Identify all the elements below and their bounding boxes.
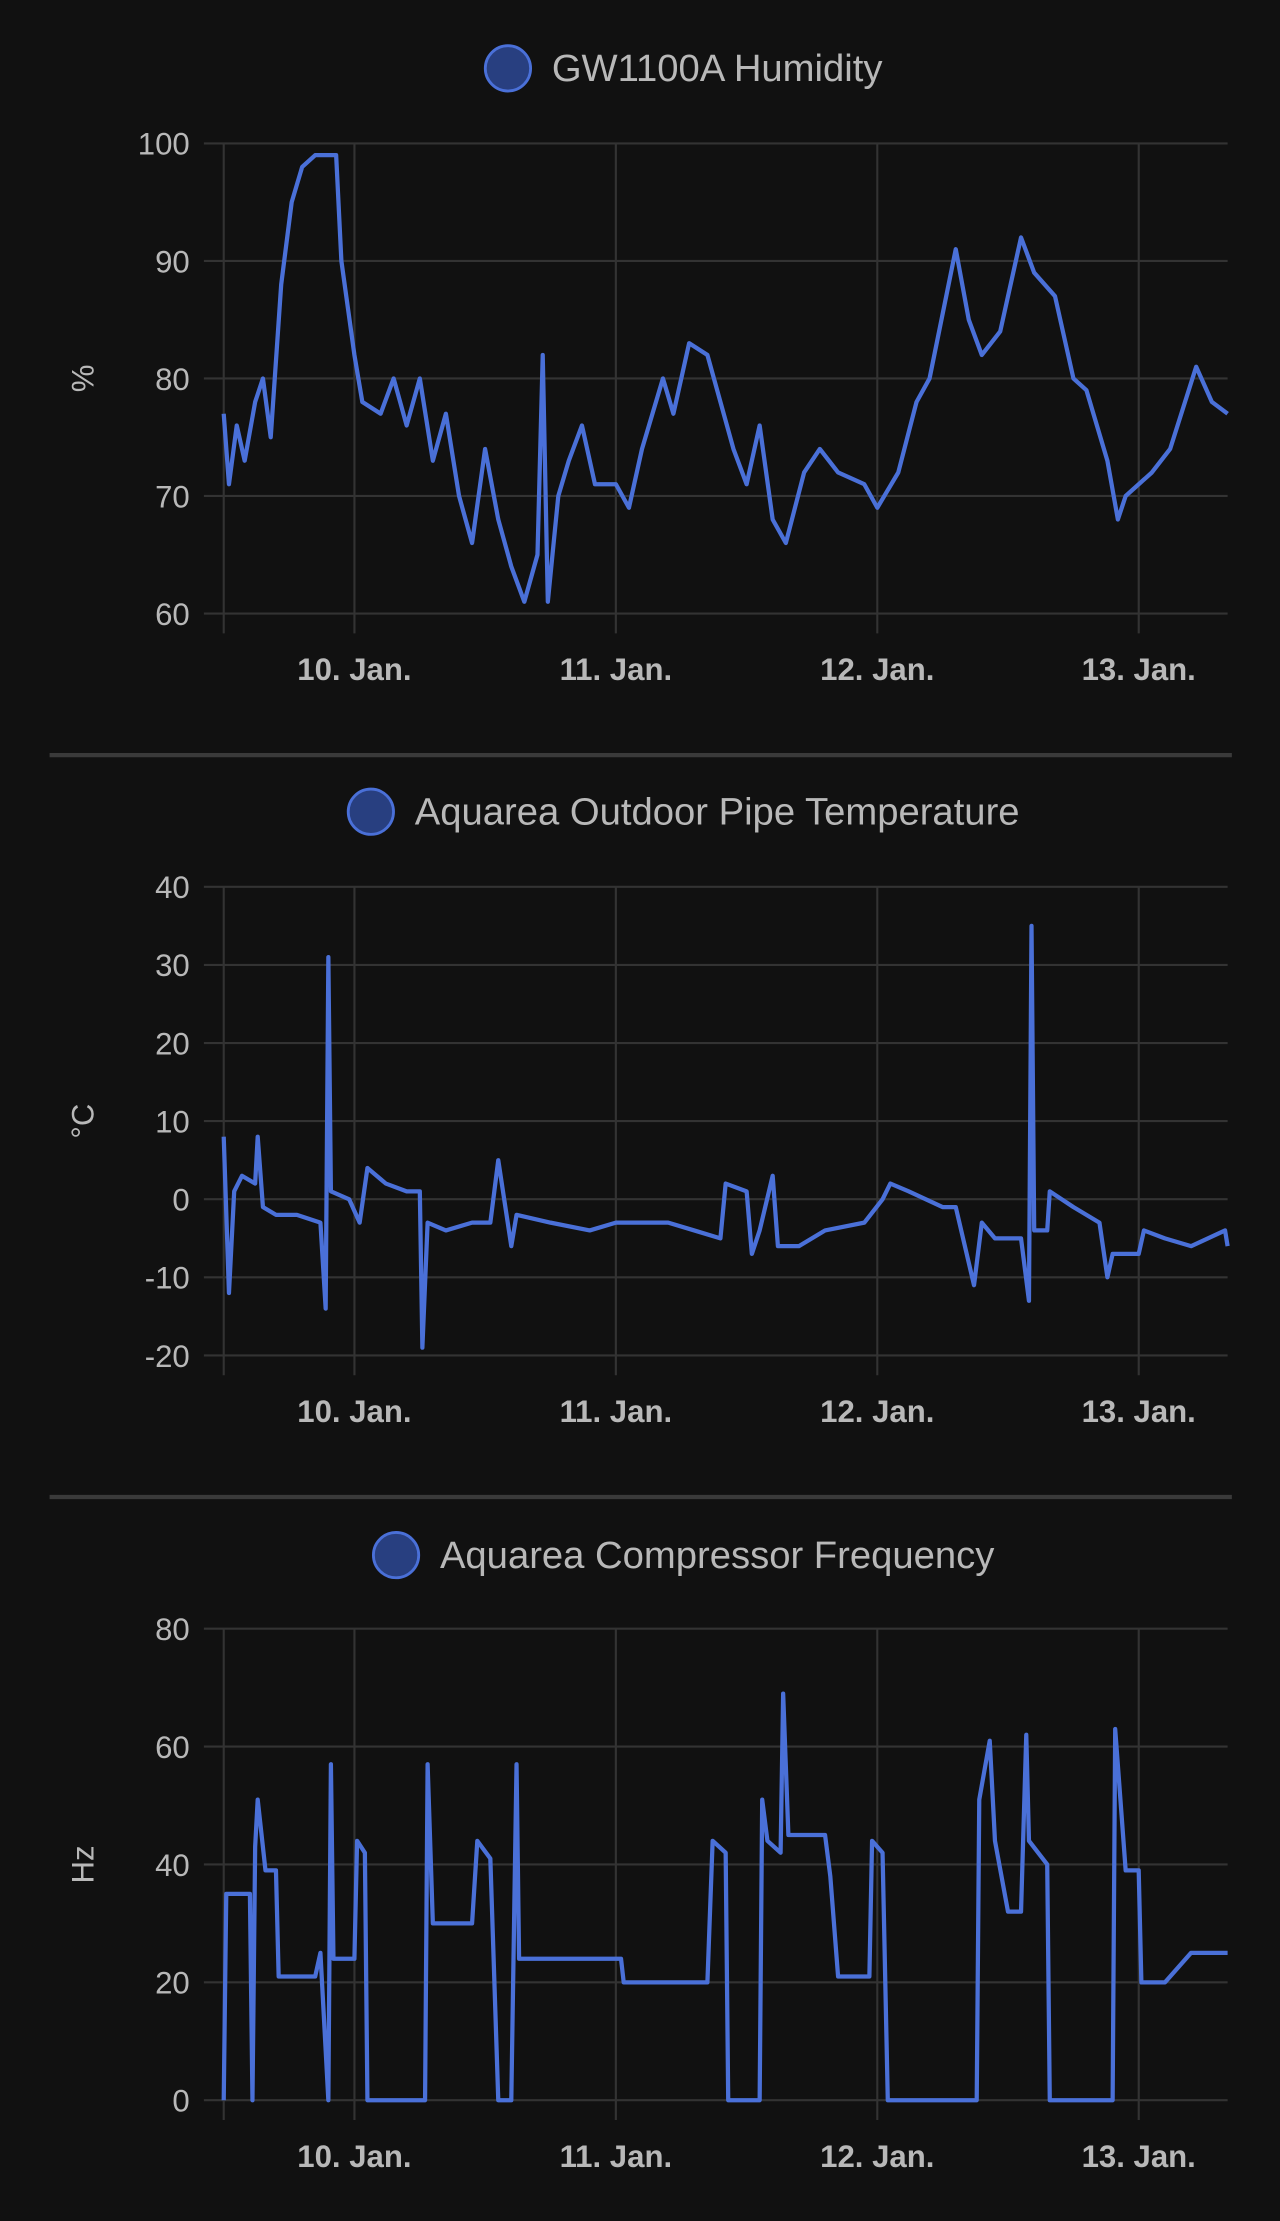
legend-swatch (346, 787, 395, 836)
x-tick-label: 10. Jan. (297, 652, 411, 687)
y-axis-label: Hz (65, 1845, 100, 1883)
y-tick-label: 0 (172, 1183, 189, 1218)
legend-item: Aquarea Outdoor Pipe Temperature (346, 787, 1020, 836)
y-tick-label: 90 (155, 244, 190, 279)
y-tick-label: -20 (145, 1339, 190, 1374)
legend-label: Aquarea Outdoor Pipe Temperature (415, 790, 1020, 833)
x-tick-label: 12. Jan. (820, 1394, 934, 1429)
y-axis-label: °C (65, 1104, 100, 1139)
y-tick-label: 20 (155, 1966, 190, 2001)
y-tick-label: 60 (155, 597, 190, 632)
legend-label: GW1100A Humidity (552, 47, 884, 90)
y-tick-label: 10 (155, 1104, 190, 1139)
y-tick-label: 60 (155, 1730, 190, 1765)
x-tick-label: 11. Jan. (560, 1394, 673, 1429)
y-tick-label: 40 (155, 1848, 190, 1883)
y-tick-label: 100 (138, 127, 190, 162)
x-tick-label: 13. Jan. (1082, 1394, 1196, 1429)
x-tick-label: 11. Jan. (560, 2139, 673, 2174)
x-tick-label: 11. Jan. (560, 652, 673, 687)
x-tick-label: 10. Jan. (297, 2139, 411, 2174)
data-line (221, 923, 1230, 1350)
data-line (221, 1691, 1228, 2103)
legend-item: GW1100A Humidity (483, 44, 884, 93)
x-tick-label: 10. Jan. (297, 1394, 411, 1429)
y-tick-label: -10 (145, 1261, 190, 1296)
x-tick-label: 12. Jan. (820, 2139, 934, 2174)
legend-swatch (483, 44, 533, 93)
legend-swatch (371, 1531, 421, 1580)
data-line (221, 153, 1229, 604)
legend-item: Aquarea Compressor Frequency (371, 1531, 995, 1580)
x-tick-label: 12. Jan. (820, 652, 934, 687)
legend-label: Aquarea Compressor Frequency (440, 1534, 995, 1577)
y-tick-label: 20 (155, 1026, 190, 1061)
y-tick-label: 30 (155, 948, 190, 983)
x-tick-label: 13. Jan. (1082, 652, 1196, 687)
x-tick-label: 13. Jan. (1082, 2139, 1196, 2174)
y-tick-label: 80 (155, 1612, 190, 1647)
y-tick-label: 70 (155, 479, 190, 514)
y-tick-label: 80 (155, 362, 190, 397)
y-tick-label: 40 (155, 870, 190, 905)
y-tick-label: 0 (172, 2084, 189, 2119)
y-axis-label: % (65, 365, 100, 393)
